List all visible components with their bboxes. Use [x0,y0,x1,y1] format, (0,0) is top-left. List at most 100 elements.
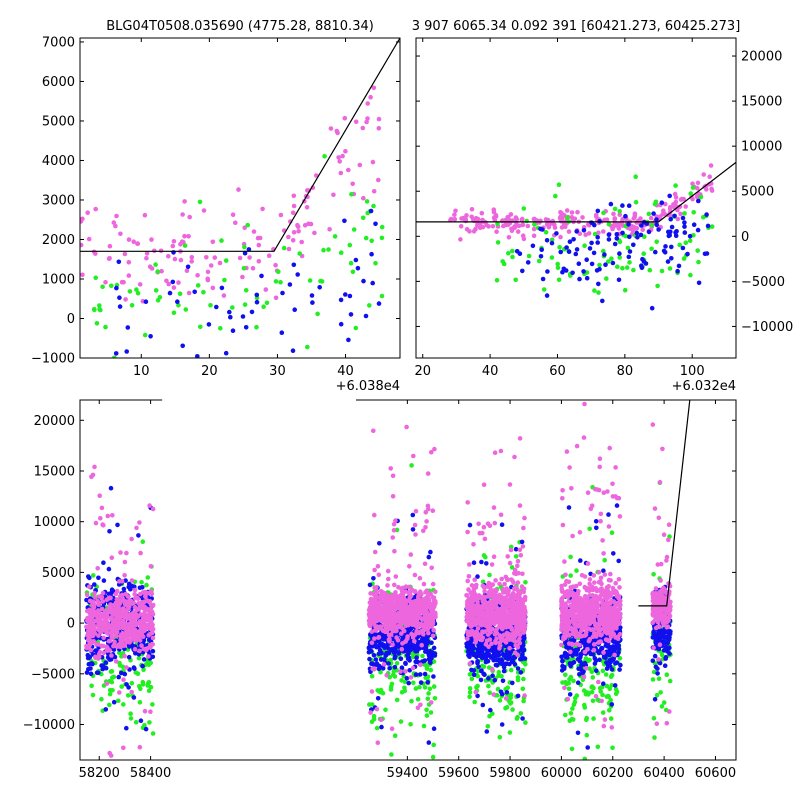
data-point-green [92,307,97,313]
data-point-pink [482,536,488,542]
data-point-pink [99,595,105,600]
data-point-blue [471,652,477,657]
data-point-green [379,293,385,299]
data-point-blue [574,247,580,252]
data-point-pink [124,550,129,556]
model-curve [80,38,400,252]
data-point-green [586,692,591,697]
data-point-pink [491,621,497,626]
data-point-pink [385,615,391,620]
data-point-pink [143,647,149,653]
data-point-pink [390,642,395,648]
data-point-green [353,325,359,331]
data-point-pink [417,576,423,581]
data-point-green [219,238,224,243]
data-point-blue [479,668,484,673]
data-point-green [112,355,117,358]
data-point-pink [121,632,127,637]
data-point-green [420,653,425,659]
data-point-green [140,679,146,685]
data-point-pink [690,181,695,186]
data-point-blue [610,260,616,266]
y-tick-label: 6000 [42,75,75,90]
data-point-pink [80,216,85,222]
data-point-green [623,233,629,239]
data-point-green [571,702,577,707]
data-point-blue [564,245,569,250]
data-point-pink [126,273,132,278]
data-point-blue [589,261,595,267]
data-point-green [421,723,427,729]
data-point-blue [206,322,212,327]
data-point-blue [581,228,587,233]
data-point-blue [259,273,264,279]
data-point-green [614,689,620,695]
data-point-pink [485,594,491,599]
data-point-green [398,719,404,724]
data-point-pink [601,229,606,234]
data-point-green [326,247,331,252]
data-point-green [654,239,659,244]
data-point-blue [545,269,550,274]
data-point-blue [367,582,373,588]
data-point-pink [519,584,525,589]
data-point-green [107,691,113,697]
data-point-pink [361,195,366,201]
data-point-green [392,733,398,738]
data-point-blue [669,255,674,261]
data-point-pink [99,614,105,619]
model-curve [416,161,736,223]
data-point-blue [428,660,433,666]
data-point-blue [126,584,131,590]
data-point-pink [88,647,94,653]
data-point-blue [518,657,523,662]
data-point-pink [150,630,155,636]
data-point-pink [84,643,89,649]
data-point-green [607,708,612,713]
data-point-green [536,258,542,264]
data-point-green [137,700,143,705]
data-point-pink [493,640,499,646]
data-point-blue [86,574,91,579]
data-point-green [243,288,249,293]
data-point-pink [403,669,408,674]
data-point-pink [486,224,491,229]
data-point-pink [516,223,522,229]
data-point-pink [398,669,403,674]
data-point-pink [385,618,391,624]
data-point-pink [123,297,128,302]
data-point-green [486,683,491,689]
data-point-green [514,716,520,721]
data-point-blue [103,660,109,665]
data-point-green [691,210,696,215]
data-point-green [625,245,631,251]
data-point-blue [379,650,384,656]
data-point-green [569,716,575,722]
data-point-green [141,667,146,672]
data-point-green [110,688,115,693]
data-point-green [409,698,414,704]
data-point-blue [310,300,315,305]
data-point-green [230,305,235,310]
data-point-pink [503,696,509,701]
data-point-pink [412,638,417,644]
data-point-green [659,268,665,274]
data-point-green [142,722,147,728]
data-point-pink [500,613,505,618]
data-point-pink [489,641,494,647]
data-point-blue [673,230,678,235]
data-point-green [360,215,366,221]
data-point-green [624,265,630,270]
data-point-pink [531,226,537,232]
data-point-green [612,206,618,212]
data-point-green [129,680,135,686]
data-point-green [673,183,678,188]
data-point-pink [471,588,477,594]
data-point-pink [371,189,377,194]
data-point-pink [240,274,245,280]
data-point-pink [429,449,434,455]
data-point-green [388,687,394,692]
data-point-pink [136,601,141,606]
data-point-pink [369,689,375,694]
data-point-pink [389,597,394,602]
